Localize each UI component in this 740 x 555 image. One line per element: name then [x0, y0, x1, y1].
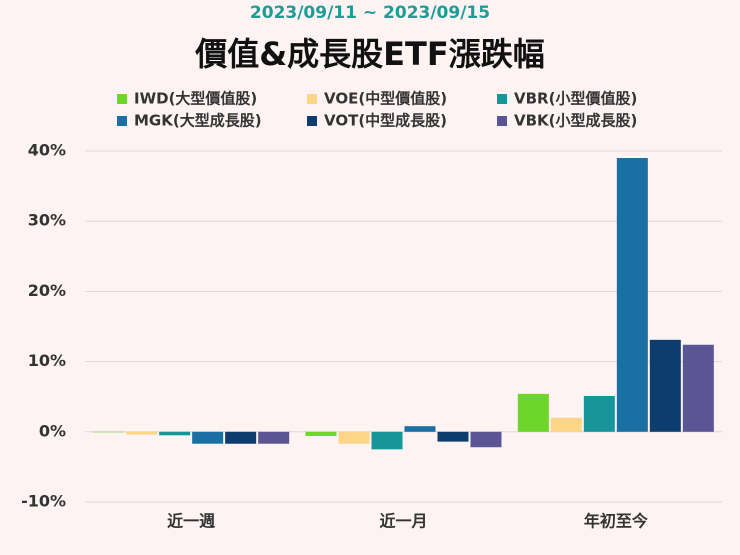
x-tick-label: 近一月 — [379, 512, 427, 531]
bar — [126, 431, 158, 435]
bar — [517, 393, 549, 432]
y-tick-label: 0% — [39, 421, 66, 440]
legend-label: MGK(大型成長股) — [134, 112, 262, 130]
legend-label: VBR(小型價值股) — [514, 90, 637, 108]
bar — [583, 395, 615, 432]
bar — [192, 431, 224, 444]
y-tick-label: 10% — [28, 351, 66, 370]
legend-swatch — [307, 94, 317, 104]
bar — [682, 344, 714, 432]
y-tick-label: 30% — [28, 211, 66, 230]
x-tick-label: 近一週 — [167, 512, 215, 531]
chart-title: 價值&成長股ETF漲跌幅 — [194, 35, 544, 73]
chart-subtitle: 2023/09/11 ~ 2023/09/15 — [250, 3, 490, 23]
y-tick-label: 20% — [28, 281, 66, 300]
y-tick-label: -10% — [21, 492, 66, 511]
legend-label: VOT(中型成長股) — [324, 112, 447, 130]
bar — [616, 158, 648, 432]
bar — [338, 431, 370, 444]
legend-swatch — [497, 94, 507, 104]
bar — [404, 426, 436, 432]
x-tick-label: 年初至今 — [584, 512, 648, 531]
bar — [371, 431, 403, 450]
bar — [470, 431, 502, 448]
bar — [225, 431, 257, 444]
legend-label: IWD(大型價值股) — [134, 90, 257, 108]
bar — [550, 417, 582, 432]
bar — [258, 431, 290, 444]
legend-label: VOE(中型價值股) — [324, 90, 447, 108]
bar — [305, 431, 337, 437]
y-tick-label: 40% — [28, 141, 66, 160]
bar — [437, 431, 469, 442]
bar — [159, 431, 191, 436]
legend-label: VBK(小型成長股) — [514, 112, 637, 130]
bar — [93, 431, 125, 433]
legend-swatch — [117, 116, 127, 126]
legend-swatch — [307, 116, 317, 126]
legend-swatch — [497, 116, 507, 126]
legend-swatch — [117, 94, 127, 104]
bar — [649, 339, 681, 432]
